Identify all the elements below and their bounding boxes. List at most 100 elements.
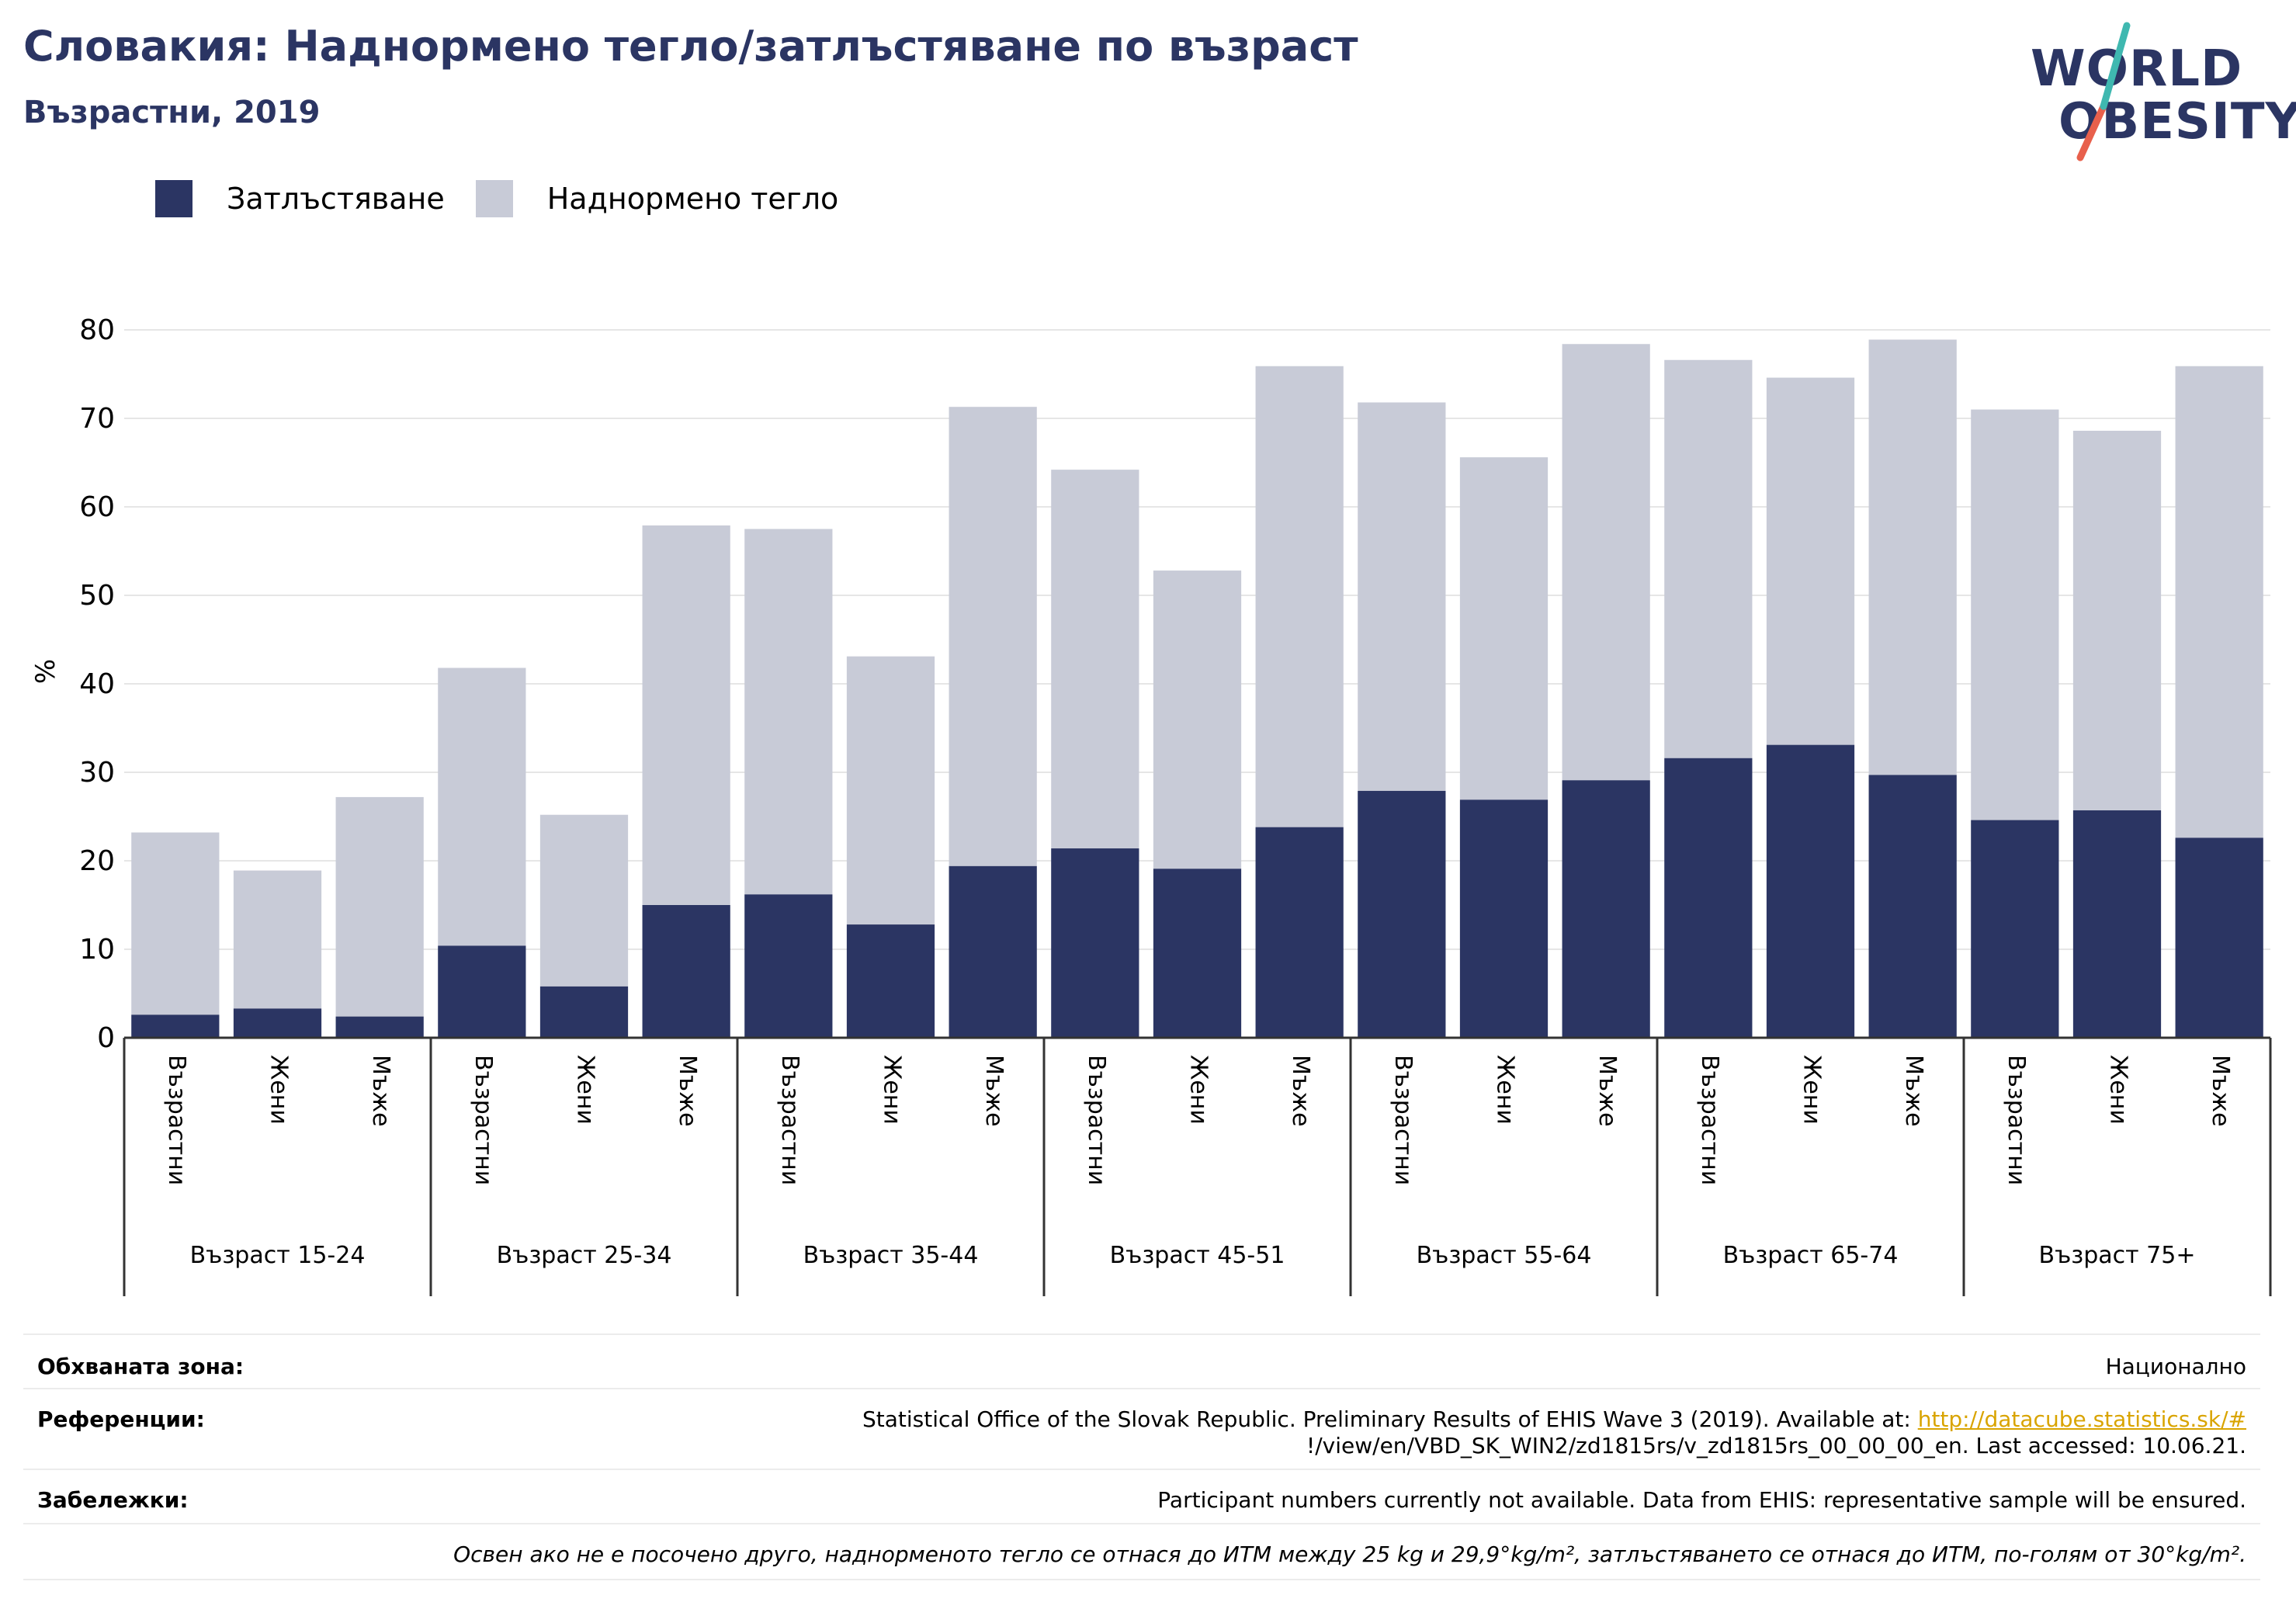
y-tick-label: 20 [79, 845, 115, 877]
bar-obesity [335, 1016, 424, 1038]
x-category-label: Мъже [674, 1055, 701, 1127]
x-category-label: Възрастни [1389, 1055, 1417, 1185]
bar-obesity [744, 894, 833, 1038]
bar-obesity [1051, 848, 1139, 1038]
x-category-label: Възрастни [1696, 1055, 1723, 1185]
legend-swatch-overweight [475, 180, 513, 217]
footer-row-notes: Забележки: Participant numbers currently… [23, 1469, 2260, 1524]
references-label: Референции: [37, 1406, 205, 1432]
bar-overweight [438, 668, 526, 946]
legend-label-overweight: Наднормено тегло [546, 182, 839, 216]
y-tick-label: 70 [79, 403, 115, 435]
references-link[interactable]: http://datacube.statistics.sk/# [1917, 1406, 2246, 1432]
x-category-label: Мъже [980, 1055, 1008, 1127]
y-tick-label: 0 [97, 1022, 115, 1054]
x-category-label: Възрастни [2003, 1055, 2030, 1185]
x-category-label: Възрастни [776, 1055, 803, 1185]
notes-value: Participant numbers currently not availa… [1157, 1487, 2246, 1513]
bar-obesity [1971, 820, 2059, 1038]
x-category-label: Възрастни [163, 1055, 190, 1185]
coverage-value: Национално [2105, 1354, 2246, 1379]
y-tick-label: 60 [79, 491, 115, 523]
bar-obesity [1459, 799, 1549, 1038]
chart-title: Словакия: Наднормено тегло/затлъстяване … [23, 22, 1358, 71]
x-category-label: Жени [572, 1055, 599, 1125]
axes: 0 10 20 30 40 50 60 70 80 Възрастни Жени Мъже Възрас… [79, 314, 2272, 1296]
bar-overweight [2072, 430, 2162, 811]
bar-overweight [335, 796, 424, 1017]
footer-row-definition: Освен ако не е посочено друго, наднормен… [23, 1523, 2260, 1580]
x-category-label: Жени [879, 1055, 906, 1125]
bar-obesity [642, 905, 730, 1038]
x-category-label: Мъже [1594, 1055, 1621, 1127]
footer-row-references: Референции: Statistical Office of the Sl… [23, 1388, 2260, 1470]
x-group-label: Възраст 65-74 [1723, 1242, 1899, 1269]
x-category-label: Мъже [1900, 1055, 1927, 1127]
bar-obesity [949, 865, 1037, 1038]
x-category-label: Жени [1185, 1055, 1212, 1125]
bar-overweight [1255, 366, 1344, 827]
bar-obesity [1153, 869, 1242, 1038]
bar-overweight [744, 529, 833, 895]
bar-obesity [131, 1014, 220, 1038]
stacked-bar-chart: 0 10 20 30 40 50 60 70 80 Възрастни Жени Мъже Възрас… [30, 314, 2272, 1296]
x-category-label: Жени [265, 1055, 293, 1125]
x-category-label: Мъже [367, 1055, 394, 1127]
bar-obesity [1766, 744, 1855, 1038]
bar-obesity [846, 924, 935, 1038]
bar-overweight [1153, 570, 1242, 869]
footer-row-coverage: Обхваната зона: Национално [23, 1333, 2260, 1389]
y-tick-label: 80 [79, 314, 115, 346]
bar-overweight [1971, 409, 2059, 820]
legend-label-obesity: Затлъстяване [227, 182, 445, 216]
bar-overweight [2175, 366, 2263, 838]
bar-overweight [846, 656, 935, 925]
bar-overweight [233, 870, 322, 1009]
bar-overweight [539, 814, 629, 987]
bar-obesity [438, 945, 526, 1038]
logo-line1: WORLD [2031, 40, 2243, 98]
x-group-label: Възраст 75+ [2039, 1242, 2196, 1269]
bar-overweight [1358, 402, 1446, 791]
definition-note: Освен ако не е посочено друго, наднормен… [453, 1542, 2246, 1567]
bar-obesity [233, 1008, 322, 1038]
logo-slash-icon [2076, 22, 2131, 161]
bar-overweight [1868, 339, 1957, 775]
references-value: Statistical Office of the Slovak Republi… [862, 1406, 2246, 1459]
bar-overweight [949, 407, 1037, 866]
bar-overweight [1562, 344, 1650, 781]
bar-obesity [1562, 780, 1650, 1038]
legend-swatch-obesity [155, 180, 192, 217]
legend: Затлъстяване Наднормено тегло [155, 179, 869, 219]
bar-overweight [642, 525, 730, 905]
bar-obesity [1868, 775, 1957, 1038]
bar-overweight [1664, 359, 1753, 758]
x-category-label: Жени [1492, 1055, 1519, 1125]
x-category-label: Жени [2105, 1055, 2132, 1125]
y-tick-label: 50 [79, 580, 115, 612]
bar-obesity [1664, 758, 1753, 1038]
y-tick-label: 40 [79, 668, 115, 700]
coverage-label: Обхваната зона: [37, 1354, 245, 1379]
notes-label: Забележки: [37, 1487, 189, 1513]
y-tick-label: 10 [79, 934, 115, 966]
bar-obesity [2175, 838, 2263, 1038]
y-axis-label: % [30, 659, 61, 684]
chart-subtitle: Възрастни, 2019 [23, 95, 321, 130]
bar-overweight [1051, 470, 1139, 849]
x-group-label: Възраст 45-51 [1110, 1242, 1285, 1269]
x-group-label: Възраст 35-44 [803, 1242, 979, 1269]
bar-obesity [2072, 810, 2162, 1038]
bar-overweight [1766, 377, 1855, 745]
x-category-label: Възрастни [470, 1055, 497, 1185]
x-group-label: Възраст 25-34 [497, 1242, 672, 1269]
bar-obesity [1358, 790, 1446, 1038]
x-group-label: Възраст 55-64 [1417, 1242, 1592, 1269]
bar-obesity [539, 986, 629, 1038]
world-obesity-logo: WORLD OBESITY [2018, 19, 2296, 167]
x-category-label: Жени [1798, 1055, 1826, 1125]
y-tick-label: 30 [79, 757, 115, 789]
x-group-label: Възраст 15-24 [190, 1242, 366, 1269]
bars [131, 339, 2263, 1038]
bar-obesity [1255, 827, 1344, 1038]
